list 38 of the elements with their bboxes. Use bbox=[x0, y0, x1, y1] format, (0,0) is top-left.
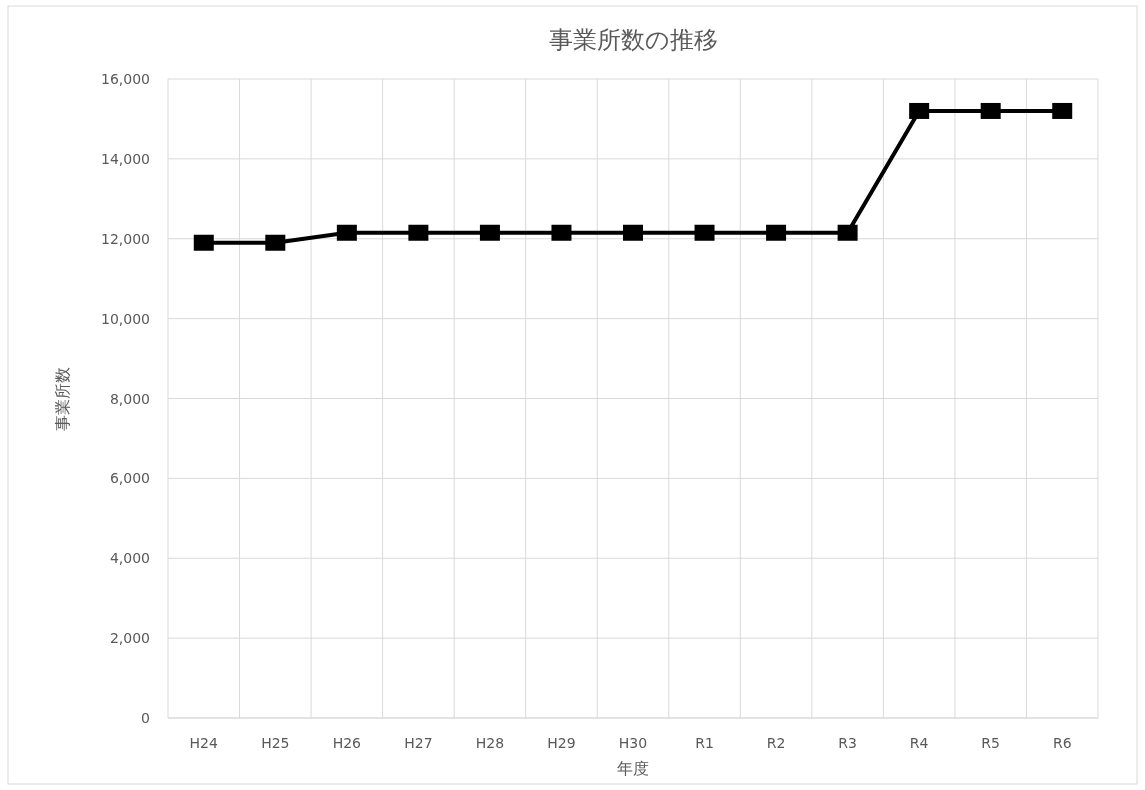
x-tick-label: H25 bbox=[261, 735, 290, 751]
point bbox=[408, 224, 429, 241]
y-axis-title: 事業所数 bbox=[53, 366, 72, 431]
point bbox=[551, 224, 572, 241]
y-tick-label: 12,000 bbox=[101, 230, 150, 247]
x-tick-label: R6 bbox=[1052, 735, 1072, 751]
point bbox=[479, 224, 500, 241]
point bbox=[623, 224, 643, 241]
x-tick-label: R2 bbox=[766, 735, 786, 751]
point bbox=[694, 224, 715, 241]
x-tick-label: H24 bbox=[189, 735, 219, 751]
y-tick-label: 8,000 bbox=[109, 390, 150, 407]
point bbox=[265, 234, 286, 251]
x-tick-label: R3 bbox=[838, 735, 857, 751]
point bbox=[336, 224, 357, 241]
x-tick-label: H28 bbox=[475, 735, 505, 751]
x-tick-label: R5 bbox=[981, 735, 1001, 751]
x-tick-label: R4 bbox=[909, 735, 929, 751]
y-tick-label: 4,000 bbox=[109, 550, 150, 567]
x-tick-label: H30 bbox=[618, 735, 648, 751]
chart-title: 事業所数の推移 bbox=[548, 26, 718, 54]
y-tick-label: 0 bbox=[141, 710, 150, 726]
point bbox=[193, 234, 214, 251]
point bbox=[837, 224, 858, 241]
point bbox=[1052, 102, 1073, 119]
y-tick-label: 10,000 bbox=[101, 310, 150, 327]
y-tick-label: 6,000 bbox=[109, 470, 150, 487]
y-tick-label: 2,000 bbox=[109, 630, 150, 647]
x-axis-title: 年度 bbox=[617, 759, 649, 778]
y-tick-label: 16,000 bbox=[101, 71, 150, 87]
point bbox=[766, 224, 787, 241]
point bbox=[980, 102, 1001, 119]
x-tick-label: H27 bbox=[404, 735, 433, 751]
x-tick-label: H29 bbox=[547, 735, 576, 751]
x-tick-label: R1 bbox=[695, 735, 714, 751]
point bbox=[909, 102, 930, 119]
y-tick-label: 14,000 bbox=[101, 150, 150, 167]
x-tick-label: H26 bbox=[332, 735, 362, 751]
